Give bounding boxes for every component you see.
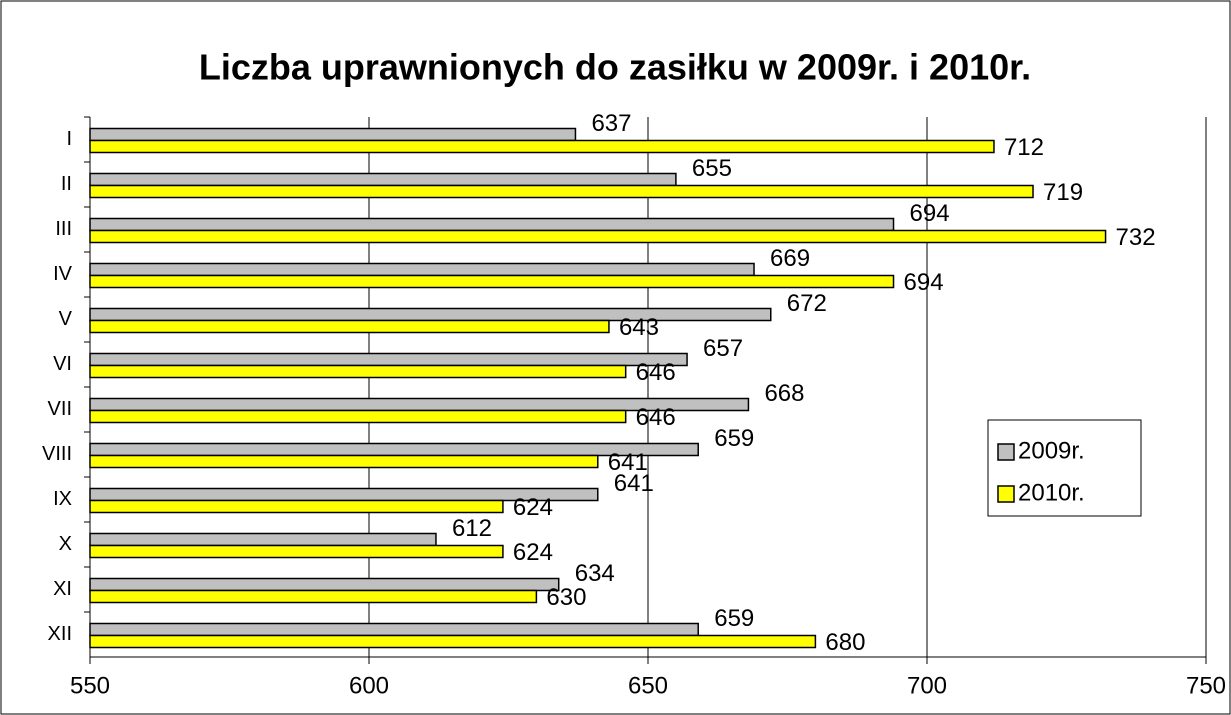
legend-label: 2010r. (1018, 479, 1085, 506)
chart-title: Liczba uprawnionych do zasiłku w 2009r. … (199, 47, 1031, 88)
x-tick-label: 600 (349, 672, 389, 699)
y-tick-label: VIII (42, 443, 72, 465)
bar (89, 172, 677, 187)
bar (89, 262, 755, 277)
y-tick-label: IV (53, 263, 73, 285)
y-tick-label: V (59, 308, 73, 330)
data-label: 669 (770, 245, 810, 272)
data-label: 712 (1004, 134, 1044, 161)
bar (89, 622, 699, 637)
bar (89, 352, 688, 367)
data-label: 672 (787, 290, 827, 317)
data-label: 637 (591, 110, 631, 137)
bar (89, 319, 610, 334)
bar (89, 589, 538, 604)
data-label: 634 (575, 560, 615, 587)
y-tick-label: VII (48, 398, 72, 420)
data-label: 659 (714, 425, 754, 452)
data-label: 624 (513, 494, 553, 521)
bar (89, 454, 599, 469)
bar (89, 139, 995, 154)
bar (89, 409, 627, 424)
data-label: 732 (1116, 224, 1156, 251)
x-tick-label: 650 (628, 672, 668, 699)
legend-label: 2009r. (1018, 437, 1085, 464)
data-label: 694 (910, 200, 950, 227)
data-label: 694 (904, 269, 944, 296)
y-tick-label: VI (53, 353, 72, 375)
legend-swatch (997, 443, 1015, 461)
bar (89, 532, 437, 547)
data-label: 680 (825, 629, 865, 656)
y-tick-label: XI (53, 578, 72, 600)
data-label: 646 (636, 359, 676, 386)
data-label: 659 (714, 605, 754, 632)
bar (89, 577, 560, 592)
x-tick-label: 750 (1186, 672, 1226, 699)
x-tick-label: 550 (70, 672, 110, 699)
y-tick-label: I (66, 128, 72, 150)
data-label: 630 (546, 584, 586, 611)
x-tick-label: 700 (907, 672, 947, 699)
bar (89, 364, 627, 379)
bar (89, 184, 1034, 199)
data-label: 646 (636, 404, 676, 431)
data-label: 719 (1043, 179, 1083, 206)
data-label: 641 (614, 470, 654, 497)
data-label: 655 (692, 155, 732, 182)
y-tick-label: XII (48, 623, 72, 645)
data-label: 641 (608, 449, 648, 476)
y-tick-label: II (61, 173, 72, 195)
y-tick-label: IX (53, 488, 72, 510)
bar (89, 544, 504, 559)
bar (89, 127, 577, 142)
data-label: 624 (513, 539, 553, 566)
data-label: 668 (764, 380, 804, 407)
y-tick-label: X (59, 533, 72, 555)
bar (89, 499, 504, 514)
bar (89, 229, 1107, 244)
data-label: 612 (452, 515, 492, 542)
bar (89, 307, 772, 322)
legend-swatch (997, 485, 1015, 503)
data-label: 657 (703, 335, 743, 362)
bar (89, 217, 895, 232)
bar (89, 634, 817, 649)
y-tick-label: III (55, 218, 72, 240)
data-label: 643 (619, 314, 659, 341)
bar (89, 274, 895, 289)
